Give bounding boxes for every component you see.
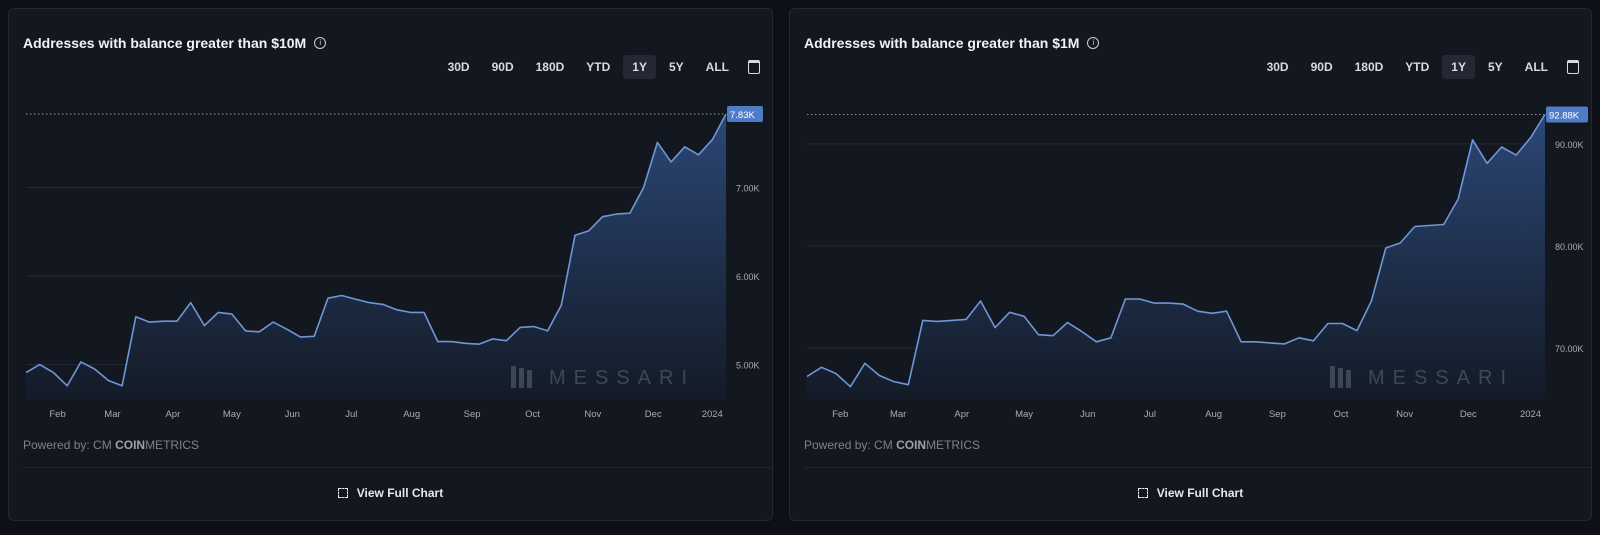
x-tick-label: Jun <box>285 409 300 420</box>
chart-title: Addresses with balance greater than $1M i <box>804 35 1100 51</box>
x-tick-label: Dec <box>1460 409 1477 420</box>
range-90d[interactable]: 90D <box>491 60 514 74</box>
y-tick-label: 6.00K <box>736 272 760 282</box>
chart-title: Addresses with balance greater than $10M… <box>23 35 327 51</box>
x-tick-label: Apr <box>954 409 969 420</box>
x-tick-label: Sep <box>464 409 481 420</box>
expand-icon <box>1137 488 1148 498</box>
calendar-icon[interactable] <box>748 60 760 74</box>
x-tick-label: Feb <box>832 409 848 420</box>
area-fill <box>26 114 726 400</box>
x-tick-label: Aug <box>1205 409 1222 420</box>
y-tick-label: 5.00K <box>736 361 760 371</box>
view-full-chart-button[interactable]: View Full Chart <box>9 486 772 500</box>
x-tick-label: May <box>1015 409 1033 420</box>
x-tick-label: Mar <box>104 409 120 420</box>
range-selector: 30D 90D 180D YTD 1Y 5Y ALL <box>439 55 760 79</box>
chart-card-1m: Addresses with balance greater than $1M i… <box>789 8 1592 521</box>
range-1y[interactable]: 1Y <box>1442 55 1475 79</box>
range-5y[interactable]: 5Y <box>1487 60 1503 74</box>
last-value-badge <box>1546 106 1588 123</box>
area-chart: 5.00K 6.00K 7.00K MESSARI 7.83K Feb Mar Apr May J… <box>25 106 763 420</box>
series-line <box>806 114 1546 388</box>
range-all[interactable]: ALL <box>1524 60 1548 74</box>
view-full-chart-button[interactable]: View Full Chart <box>790 486 1591 500</box>
range-180d[interactable]: 180D <box>1354 60 1384 74</box>
divider <box>23 467 772 468</box>
powered-by: Powered by: CM COINMETRICS <box>804 438 981 452</box>
x-tick-label: Apr <box>165 409 180 420</box>
range-30d[interactable]: 30D <box>447 60 470 74</box>
last-value-label: 7.83K <box>730 110 755 121</box>
range-180d[interactable]: 180D <box>535 60 565 74</box>
range-ytd[interactable]: YTD <box>586 60 611 74</box>
coinmetrics-logo: CM COINMETRICS <box>874 438 981 452</box>
range-ytd[interactable]: YTD <box>1405 60 1430 74</box>
calendar-icon[interactable] <box>1567 60 1579 74</box>
divider <box>804 467 1591 468</box>
series-line <box>25 113 727 387</box>
range-5y[interactable]: 5Y <box>668 60 684 74</box>
range-selector: 30D 90D 180D YTD 1Y 5Y ALL <box>1258 55 1579 79</box>
x-tick-label: Jun <box>1080 409 1095 420</box>
y-tick-label: 7.00K <box>736 184 760 194</box>
last-value-badge <box>727 106 763 123</box>
range-30d[interactable]: 30D <box>1266 60 1289 74</box>
x-tick-label: Oct <box>525 409 540 420</box>
x-tick-label: Aug <box>403 409 420 420</box>
x-tick-label: May <box>223 409 241 420</box>
x-tick-label: Feb <box>49 409 65 420</box>
coinmetrics-logo: CM COINMETRICS <box>93 438 200 452</box>
last-value-label: 92.88K <box>1549 111 1580 122</box>
info-icon[interactable]: i <box>1087 37 1100 49</box>
x-tick-label: Jul <box>1144 409 1156 420</box>
x-tick-label: Nov <box>584 409 601 420</box>
powered-by: Powered by: CM COINMETRICS <box>23 438 200 452</box>
info-icon[interactable]: i <box>314 37 327 49</box>
chart-card-10m: Addresses with balance greater than $10M… <box>8 8 773 521</box>
messari-watermark: MESSARI <box>1330 366 1514 389</box>
x-tick-label: 2024 <box>1520 409 1541 420</box>
x-tick-label: Dec <box>645 409 662 420</box>
range-all[interactable]: ALL <box>705 60 729 74</box>
area-fill <box>807 114 1545 400</box>
messari-watermark: MESSARI <box>511 366 695 389</box>
range-90d[interactable]: 90D <box>1310 60 1333 74</box>
x-tick-label: Sep <box>1269 409 1286 420</box>
svg-text:MESSARI: MESSARI <box>1368 367 1514 389</box>
x-tick-label: Mar <box>890 409 906 420</box>
y-tick-label: 90.00K <box>1555 140 1584 150</box>
x-tick-label: Nov <box>1396 409 1413 420</box>
area-chart: 70.00K 80.00K 90.00K MESSARI 92.88K Feb Mar Apr… <box>806 106 1588 420</box>
range-1y[interactable]: 1Y <box>623 55 656 79</box>
y-tick-label: 70.00K <box>1555 344 1584 354</box>
x-tick-label: 2024 <box>702 409 723 420</box>
x-tick-label: Oct <box>1334 409 1349 420</box>
y-tick-label: 80.00K <box>1555 242 1584 252</box>
expand-icon <box>337 488 348 498</box>
x-tick-label: Jul <box>345 409 357 420</box>
svg-text:MESSARI: MESSARI <box>549 367 695 389</box>
